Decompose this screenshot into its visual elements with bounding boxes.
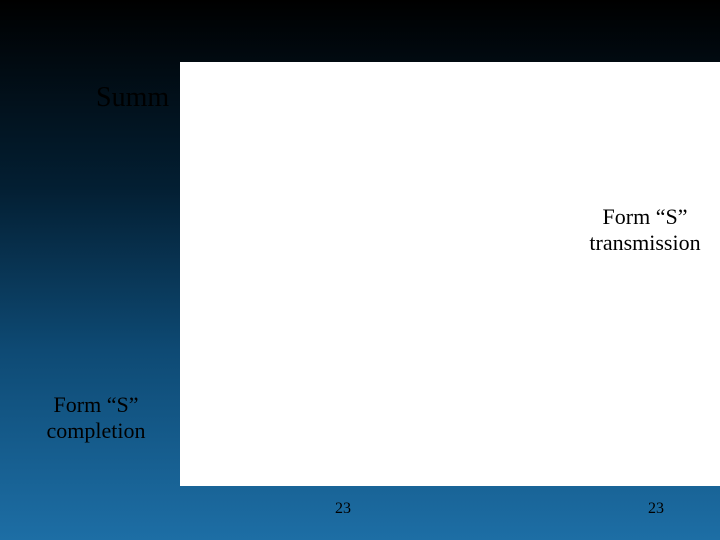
slide-title: Summ bbox=[96, 82, 169, 114]
page-number-left: 23 bbox=[335, 500, 351, 518]
label-left-line1: Form “S” bbox=[26, 392, 166, 418]
page-number-right-value: 23 bbox=[648, 500, 664, 517]
page-number-left-value: 23 bbox=[335, 500, 351, 517]
slide-title-text: Summ bbox=[96, 82, 169, 113]
white-panel bbox=[180, 62, 720, 486]
slide-container: Summ Form “S” transmission Form “S” comp… bbox=[0, 0, 720, 540]
label-left-line2: completion bbox=[26, 418, 166, 444]
label-form-s-transmission: Form “S” transmission bbox=[570, 204, 720, 257]
label-right-line1: Form “S” bbox=[570, 204, 720, 230]
label-right-line2: transmission bbox=[570, 230, 720, 256]
page-number-right: 23 bbox=[648, 500, 664, 518]
label-form-s-completion: Form “S” completion bbox=[26, 392, 166, 445]
